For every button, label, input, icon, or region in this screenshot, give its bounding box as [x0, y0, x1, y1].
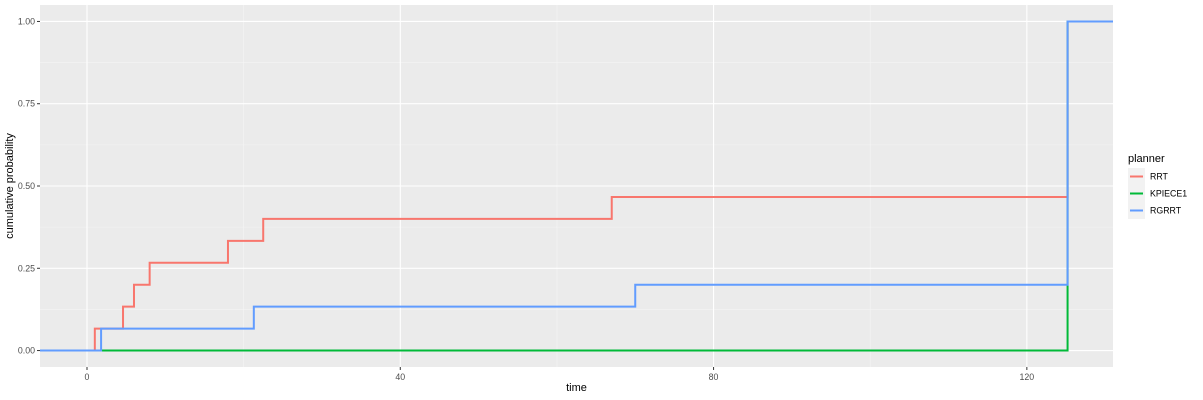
y-axis-ticks: 0.00 0.25 0.50 0.75 1.00 [18, 16, 40, 356]
y-tick-label: 0.75 [18, 99, 35, 109]
x-tick-label: 80 [709, 372, 719, 382]
legend-label: RGRRT [1150, 206, 1182, 216]
x-tick-label: 120 [1020, 372, 1035, 382]
x-axis-ticks: 0 40 80 120 [85, 367, 1035, 382]
legend-title: planner [1128, 153, 1165, 165]
minor-gridlines [40, 5, 1113, 367]
x-tick-label: 0 [85, 372, 90, 382]
y-tick-label: 0.00 [18, 346, 35, 356]
y-axis-title: cumulative probability [4, 133, 16, 239]
legend-label: KPIECE1 [1150, 189, 1187, 199]
y-tick-label: 0.25 [18, 263, 35, 273]
series-line-rgrrt [40, 20, 1113, 352]
x-tick-label: 40 [395, 372, 405, 382]
legend-label: RRT [1150, 172, 1169, 182]
y-tick-label: 0.50 [18, 181, 35, 191]
y-tick-label: 1.00 [18, 16, 35, 26]
x-axis-title: time [566, 382, 587, 394]
legend: planner RRT KPIECE1 RGRRT [1128, 153, 1187, 219]
series-lines [40, 20, 1113, 352]
